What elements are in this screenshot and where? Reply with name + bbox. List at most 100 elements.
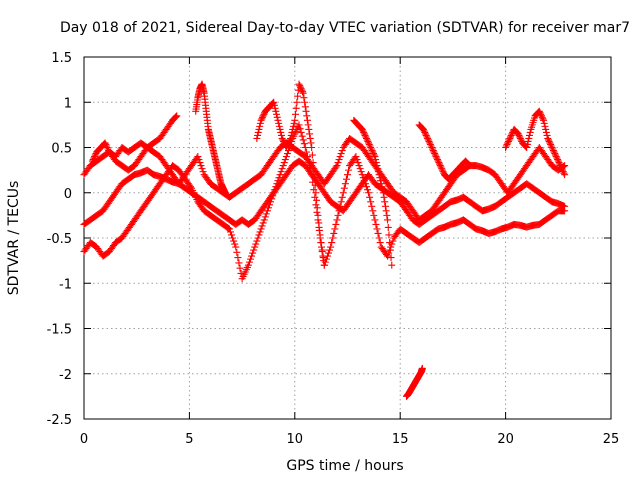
data-point [554,156,562,164]
data-point [298,132,306,140]
data-point [434,157,442,165]
data-point [278,134,286,142]
data-point [258,222,266,230]
data-point [379,189,387,197]
data-point [319,252,327,260]
data-point [320,261,328,269]
data-point [275,122,283,130]
data-point [301,144,309,151]
data-point [353,156,361,164]
data-point [561,207,569,215]
data-point [419,125,427,133]
data-point [368,202,376,210]
data-point [344,171,351,179]
data-point [254,131,262,139]
data-point [301,98,309,106]
data-point [376,239,384,247]
data-point [104,145,112,153]
data-point [422,131,430,139]
data-point [358,171,366,179]
data-point [352,153,360,161]
data-point [431,151,439,159]
data-point [426,140,434,148]
data-point [360,177,368,185]
data-point [547,140,555,148]
data-point [389,237,397,245]
data-point [308,151,316,159]
data-point [281,156,289,164]
data-point [317,239,325,247]
data-point [466,162,474,170]
data-point [276,171,284,179]
data-point [555,159,563,167]
data-point [432,153,440,161]
data-point [365,140,373,148]
data-point [361,131,369,139]
data-point [559,168,567,176]
data-point [429,145,437,153]
data-point [309,159,317,167]
data-point [433,156,441,164]
data-point [245,258,253,266]
data-point [301,103,309,111]
data-point [250,246,258,254]
data-point [375,171,383,179]
data-point [377,177,385,185]
data-point [336,202,344,210]
data-point [171,113,179,121]
data-point [373,162,381,170]
data-point [515,131,523,139]
data-point [299,136,307,144]
data-point [288,128,296,136]
data-point [248,252,256,260]
x-tick-label: 10 [287,432,304,447]
data-point [221,189,229,197]
data-point [291,116,299,124]
data-point [296,82,304,90]
x-tick-label: 0 [80,432,88,447]
data-point [363,136,371,144]
data-point [368,147,376,155]
data-point [354,159,362,167]
data-point [542,128,550,136]
data-point [362,133,370,141]
data-point [333,216,341,224]
y-tick-label: -0.5 [47,232,72,247]
data-point [198,165,206,173]
data-point [507,133,515,141]
data-point [506,134,514,142]
data-point [330,229,338,237]
data-point [278,165,286,173]
data-point [261,213,269,221]
data-point [374,168,382,176]
data-point [231,240,239,248]
data-point [424,134,432,142]
y-tick-label: 1.5 [51,51,72,66]
data-point [545,137,553,145]
data-point [197,162,205,170]
data-point [526,128,534,136]
data-point [366,142,374,150]
data-point [502,142,510,150]
series-track-c [80,121,569,283]
data-point [332,163,340,171]
data-point [384,223,392,231]
data-point [312,201,320,209]
data-point [287,131,295,139]
data-point [272,107,280,115]
data-point [232,243,240,251]
data-points [80,80,569,400]
y-tick-label: -2.5 [47,413,72,428]
data-point [369,150,377,158]
data-point [285,137,293,145]
data-point [379,186,387,194]
data-point [359,127,367,135]
data-point [186,183,194,191]
data-point [370,151,378,159]
data-point [427,142,435,150]
data-point [333,162,341,170]
data-point [273,110,281,118]
data-point [282,153,290,161]
data-point [503,140,511,148]
